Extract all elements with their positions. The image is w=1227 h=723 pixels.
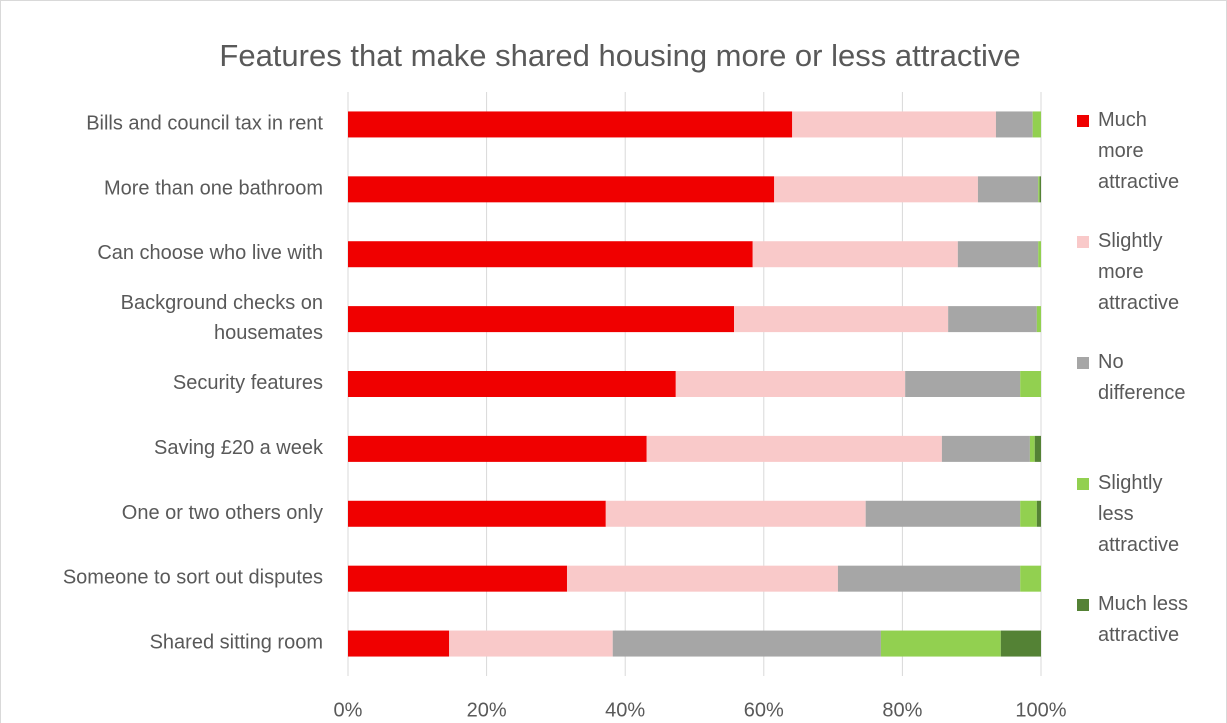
bar-segment — [348, 306, 735, 333]
bar-segment — [1000, 630, 1041, 657]
bar-segment — [1038, 241, 1041, 268]
bar-segment — [675, 371, 906, 397]
bar-segment — [995, 111, 1033, 138]
bar-segment — [948, 306, 1037, 333]
bar-segment — [837, 565, 1021, 592]
x-tick-label: 80% — [882, 699, 922, 721]
bar-segment — [865, 500, 1021, 527]
bar-segment — [348, 435, 647, 462]
bar-segment — [1029, 435, 1035, 462]
x-tick-label: 100% — [1015, 699, 1066, 721]
bar-segment — [880, 630, 1001, 657]
chart-title: Features that make shared housing more o… — [219, 38, 1020, 73]
y-tick-label: Can choose who live with — [97, 243, 323, 265]
x-tick-label: 0% — [334, 699, 363, 721]
bar-segment — [348, 630, 450, 657]
bar-segment — [348, 500, 606, 527]
bar-segment — [348, 176, 775, 203]
bar-segment — [1034, 435, 1041, 462]
legend-swatch — [1077, 115, 1089, 127]
y-tick-label: One or two others only — [122, 502, 323, 524]
bar-segment — [734, 306, 949, 333]
bar-segment — [1020, 500, 1037, 527]
bar-segment — [941, 435, 1030, 462]
bar-segment — [1032, 111, 1041, 138]
legend-swatch — [1077, 478, 1089, 490]
bar-segment — [348, 111, 793, 138]
bar-segment — [774, 176, 978, 203]
bar-segment — [1020, 565, 1041, 592]
y-tick-label: Someone to sort out disputes — [63, 567, 323, 589]
bar-segment — [566, 565, 838, 592]
bar-segment — [612, 630, 881, 657]
bar-segment — [1036, 500, 1041, 527]
legend-label: Slightly less attractive — [1098, 472, 1179, 556]
legend-swatch — [1077, 599, 1089, 611]
bar-segment — [1020, 371, 1041, 397]
bar-segment — [1036, 306, 1041, 333]
legend-label: Much more attractive — [1098, 109, 1179, 193]
legend-label: Much less attractive — [1098, 593, 1188, 646]
legend-label: Slightly more attractive — [1098, 230, 1179, 314]
bar-segment — [348, 371, 676, 397]
x-tick-label: 60% — [744, 699, 784, 721]
bar-segment — [905, 371, 1021, 397]
y-tick-label: Security features — [173, 372, 323, 394]
legend-label: No difference — [1098, 351, 1185, 404]
legend-swatch — [1077, 357, 1089, 369]
y-tick-label: Shared sitting room — [150, 632, 323, 654]
bar-segment — [348, 565, 567, 592]
bar-segment — [605, 500, 866, 527]
x-tick-label: 20% — [467, 699, 507, 721]
bar-segment — [449, 630, 613, 657]
bar-segment — [957, 241, 1039, 268]
bar-segment — [792, 111, 996, 138]
y-tick-label: More than one bathroom — [104, 178, 323, 200]
y-tick-label: Background checks on housemates — [121, 292, 323, 344]
bar-segment — [977, 176, 1039, 203]
legend-swatch — [1077, 236, 1089, 248]
x-tick-label: 40% — [605, 699, 645, 721]
bar-segment — [1038, 176, 1040, 203]
bar-segment — [1039, 176, 1041, 203]
bar-segment — [348, 241, 753, 268]
y-tick-label: Saving £20 a week — [154, 437, 324, 459]
bar-segment — [646, 435, 942, 462]
y-tick-label: Bills and council tax in rent — [86, 113, 323, 135]
bar-segment — [752, 241, 958, 268]
